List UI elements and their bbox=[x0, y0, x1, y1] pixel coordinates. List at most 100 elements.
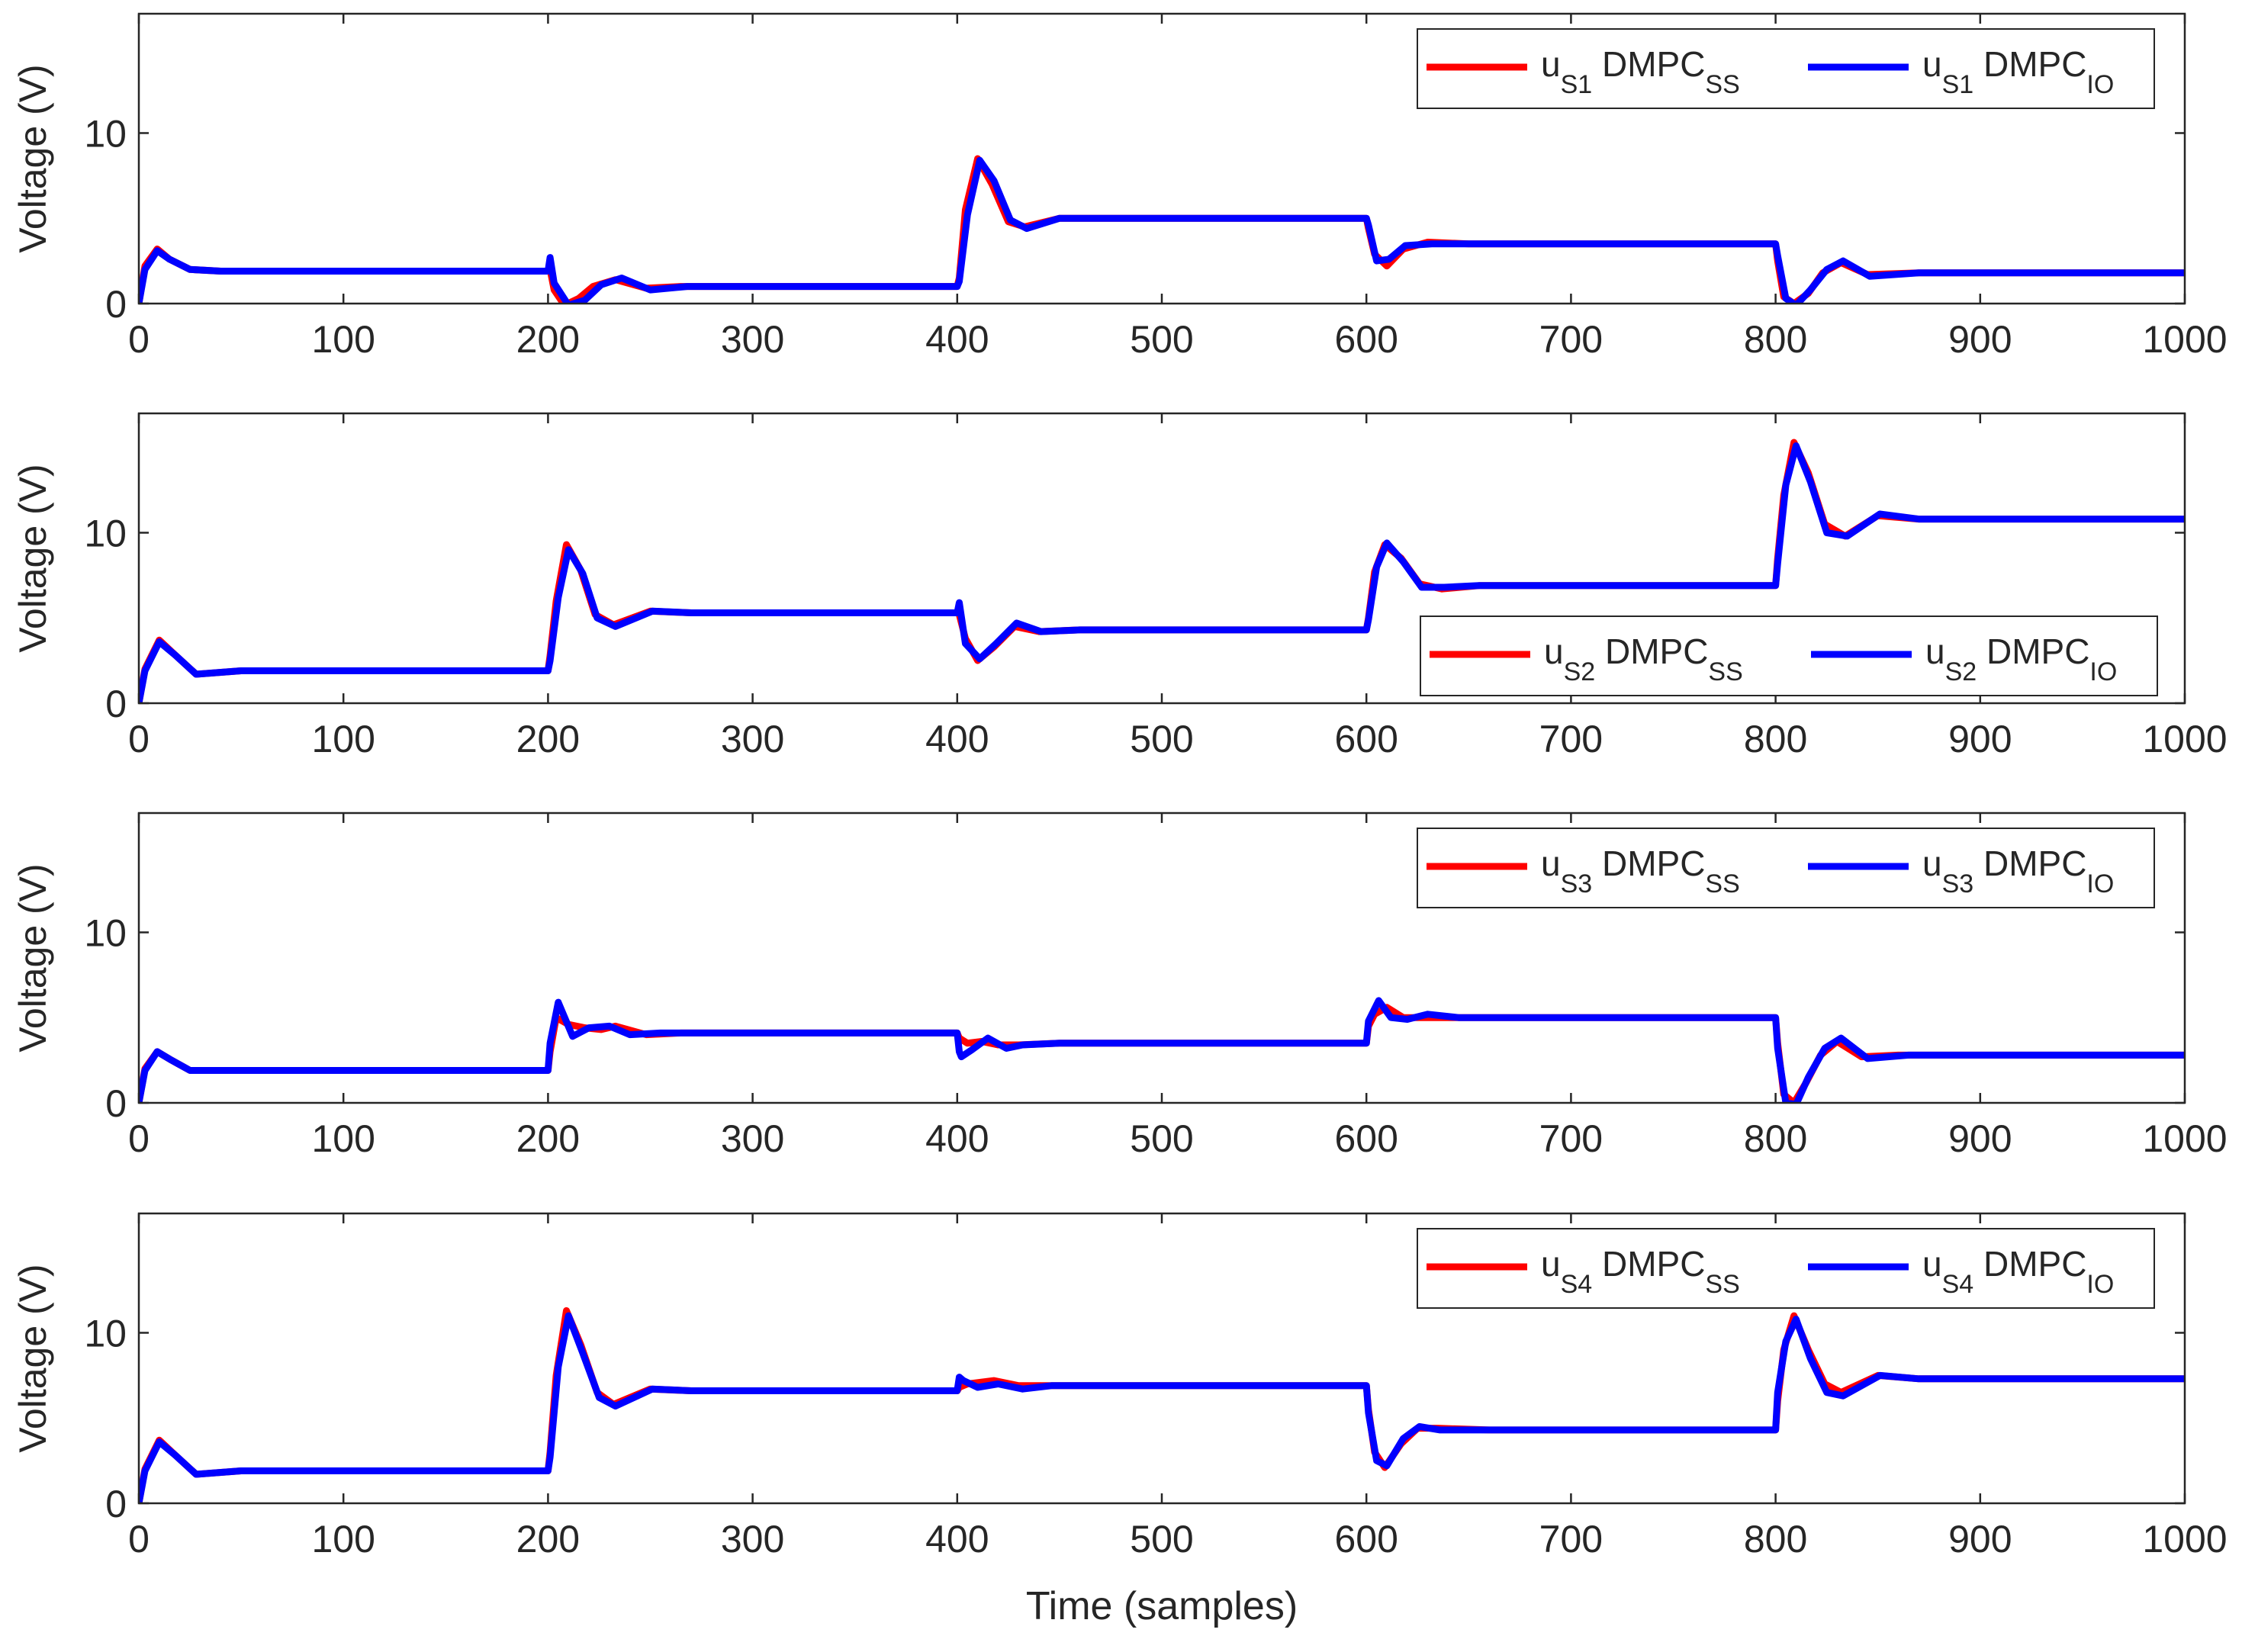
legend-label-io: uS3 DMPCIO bbox=[1922, 844, 2114, 898]
legend-label-main: u bbox=[1541, 844, 1561, 883]
legend-label-mid: DMPC bbox=[1973, 44, 2086, 84]
legend-label-sub2: SS bbox=[1708, 657, 1742, 686]
series-line-io bbox=[139, 442, 2185, 703]
legend-label-ss: uS3 DMPCSS bbox=[1541, 844, 1740, 898]
x-tick-label: 500 bbox=[1130, 718, 1193, 760]
x-tick-label: 500 bbox=[1130, 1117, 1193, 1160]
legend-label-sub2: SS bbox=[1705, 1270, 1739, 1299]
legend-label-main: u bbox=[1541, 44, 1561, 84]
legend-label-sub2: IO bbox=[2086, 70, 2114, 99]
x-tick-label: 800 bbox=[1744, 1117, 1807, 1160]
series-group bbox=[139, 155, 2185, 304]
series-line-io bbox=[139, 1312, 2185, 1503]
x-tick-label: 300 bbox=[721, 318, 784, 361]
legend-label-main: u bbox=[1925, 632, 1945, 671]
x-tick-label: 900 bbox=[1948, 1518, 2012, 1560]
x-tick-label: 400 bbox=[925, 718, 989, 760]
x-tick-label: 600 bbox=[1334, 718, 1398, 760]
legend-box bbox=[1417, 28, 2155, 109]
legend-label-sub: S3 bbox=[1561, 869, 1593, 898]
series-group bbox=[139, 997, 2185, 1103]
x-tick-label: 100 bbox=[311, 1117, 375, 1160]
y-axis-label: Voltage (V) bbox=[11, 863, 54, 1052]
legend-box bbox=[1417, 1228, 2155, 1309]
y-tick-label: 10 bbox=[84, 512, 127, 554]
legend-label-main: u bbox=[1922, 1244, 1942, 1284]
legend-box bbox=[1420, 615, 2158, 696]
x-tick-label: 900 bbox=[1948, 318, 2012, 361]
x-tick-label: 900 bbox=[1948, 718, 2012, 760]
x-tick-label: 0 bbox=[128, 318, 150, 361]
legend-label-mid: DMPC bbox=[1592, 44, 1705, 84]
x-tick-label: 700 bbox=[1539, 718, 1603, 760]
x-tick-label: 500 bbox=[1130, 318, 1193, 361]
x-tick-label: 600 bbox=[1334, 1518, 1398, 1560]
legend-label-ss: uS1 DMPCSS bbox=[1541, 44, 1740, 99]
x-tick-label: 700 bbox=[1539, 1518, 1603, 1560]
series-line-io bbox=[139, 156, 2185, 304]
legend-label-sub: S2 bbox=[1564, 657, 1596, 686]
legend-label-ss: uS2 DMPCSS bbox=[1544, 632, 1743, 686]
chart-panel-2: 0 100 200 300 400 500 600 700 800 900 1000 0 10 Volta… bbox=[11, 412, 2228, 760]
x-tick-label: 600 bbox=[1334, 1117, 1398, 1160]
x-tick-label: 500 bbox=[1130, 1518, 1193, 1560]
legend-label-sub: S1 bbox=[1942, 70, 1974, 99]
x-tick-label: 200 bbox=[516, 718, 580, 760]
legend-label-main: u bbox=[1922, 44, 1942, 84]
chart-panel-3: 0 100 200 300 400 500 600 700 800 900 1000 0 10 Volta… bbox=[11, 812, 2228, 1160]
y-axis-label: Voltage (V) bbox=[11, 1264, 54, 1452]
legend-label-mid: DMPC bbox=[1973, 844, 2086, 883]
x-axis-title: Time (samples) bbox=[1026, 1584, 1298, 1628]
legend-label-ss: uS4 DMPCSS bbox=[1541, 1244, 1740, 1299]
legend-label-mid: DMPC bbox=[1595, 632, 1708, 671]
y-axis-label: Voltage (V) bbox=[11, 464, 54, 652]
y-tick-label: 0 bbox=[105, 1483, 127, 1525]
x-tick-label: 1000 bbox=[2142, 1518, 2227, 1560]
legend-label-sub: S4 bbox=[1561, 1270, 1593, 1299]
chart-panel-4: 0 100 200 300 400 500 600 700 800 900 1000 0 10 Volta… bbox=[11, 1212, 2228, 1560]
x-tick-label: 1000 bbox=[2142, 1117, 2227, 1160]
y-tick-label: 0 bbox=[105, 283, 127, 326]
x-tick-label: 300 bbox=[721, 1117, 784, 1160]
x-tick-label: 1000 bbox=[2142, 718, 2227, 760]
x-tick-label: 100 bbox=[311, 718, 375, 760]
x-tick-label: 700 bbox=[1539, 318, 1603, 361]
x-tick-label: 300 bbox=[721, 1518, 784, 1560]
x-tick-label: 0 bbox=[128, 718, 150, 760]
legend-label-mid: DMPC bbox=[1592, 1244, 1705, 1284]
y-tick-label: 10 bbox=[84, 911, 127, 954]
x-tick-label: 600 bbox=[1334, 318, 1398, 361]
y-axis-label: Voltage (V) bbox=[11, 64, 54, 252]
y-tick-label: 0 bbox=[105, 683, 127, 725]
x-tick-label: 200 bbox=[516, 1518, 580, 1560]
x-tick-label: 900 bbox=[1948, 1117, 2012, 1160]
legend-label-main: u bbox=[1541, 1244, 1561, 1284]
legend-label-sub2: IO bbox=[2086, 869, 2114, 898]
x-tick-label: 200 bbox=[516, 318, 580, 361]
series-group bbox=[139, 1306, 2185, 1503]
x-tick-label: 400 bbox=[925, 1117, 989, 1160]
legend-label-mid: DMPC bbox=[1973, 1244, 2086, 1284]
legend-label-sub2: IO bbox=[2089, 657, 2117, 686]
legend-label-sub2: IO bbox=[2086, 1270, 2114, 1299]
chart-panel-1: 0 100 200 300 400 500 600 700 800 900 1000 0 10 Volta… bbox=[11, 12, 2228, 361]
legend-label-io: uS1 DMPCIO bbox=[1922, 44, 2114, 99]
legend-label-sub: S1 bbox=[1561, 70, 1593, 99]
legend-label-sub2: SS bbox=[1705, 70, 1739, 99]
legend-label-sub: S3 bbox=[1942, 869, 1974, 898]
legend-label-main: u bbox=[1922, 844, 1942, 883]
x-tick-label: 800 bbox=[1744, 1518, 1807, 1560]
x-tick-label: 200 bbox=[516, 1117, 580, 1160]
y-tick-label: 0 bbox=[105, 1082, 127, 1125]
legend-label-sub: S4 bbox=[1942, 1270, 1974, 1299]
legend-label-sub2: SS bbox=[1705, 869, 1739, 898]
x-tick-label: 400 bbox=[925, 318, 989, 361]
x-tick-label: 400 bbox=[925, 1518, 989, 1560]
series-group bbox=[139, 439, 2185, 703]
legend-label-mid: DMPC bbox=[1592, 844, 1705, 883]
series-line-io bbox=[139, 997, 2185, 1103]
x-tick-label: 0 bbox=[128, 1518, 150, 1560]
